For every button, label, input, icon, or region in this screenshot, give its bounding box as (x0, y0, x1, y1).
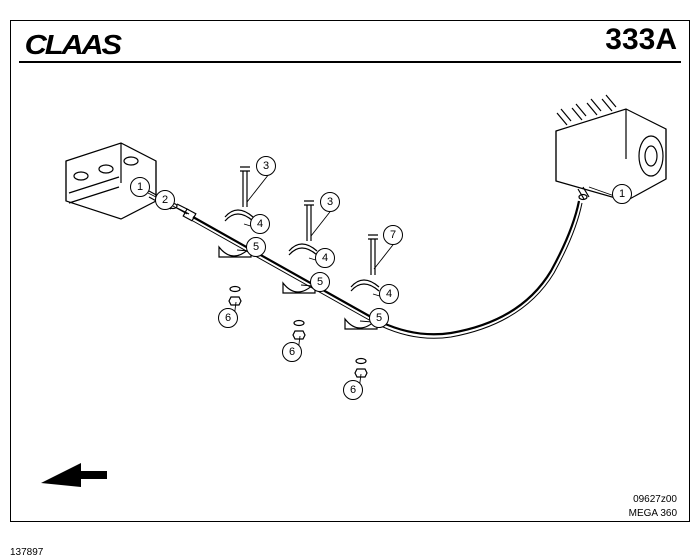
callout-5: 5 (310, 272, 330, 292)
callout-4: 4 (379, 284, 399, 304)
callout-7: 7 (383, 225, 403, 245)
callout-6: 6 (343, 380, 363, 400)
callout-3: 3 (320, 192, 340, 212)
callout-4: 4 (315, 248, 335, 268)
callout-6: 6 (282, 342, 302, 362)
model-name: MEGA 360 (629, 508, 677, 519)
direction-arrow-icon (39, 453, 109, 493)
doc-ref: 09627z00 (633, 494, 677, 505)
page: CLAAS 333A (0, 0, 700, 560)
callout-4: 4 (250, 214, 270, 234)
exploded-diagram (11, 21, 689, 521)
page-number: 137897 (10, 547, 43, 558)
callout-5: 5 (246, 237, 266, 257)
callout-1: 1 (130, 177, 150, 197)
callout-6: 6 (218, 308, 238, 328)
clamp-1 (219, 167, 253, 305)
callout-5: 5 (369, 308, 389, 328)
callout-1: 1 (612, 184, 632, 204)
pump-block-right (556, 95, 666, 201)
callout-3: 3 (256, 156, 276, 176)
diagram-frame: CLAAS 333A (10, 20, 690, 522)
callout-2: 2 (155, 190, 175, 210)
